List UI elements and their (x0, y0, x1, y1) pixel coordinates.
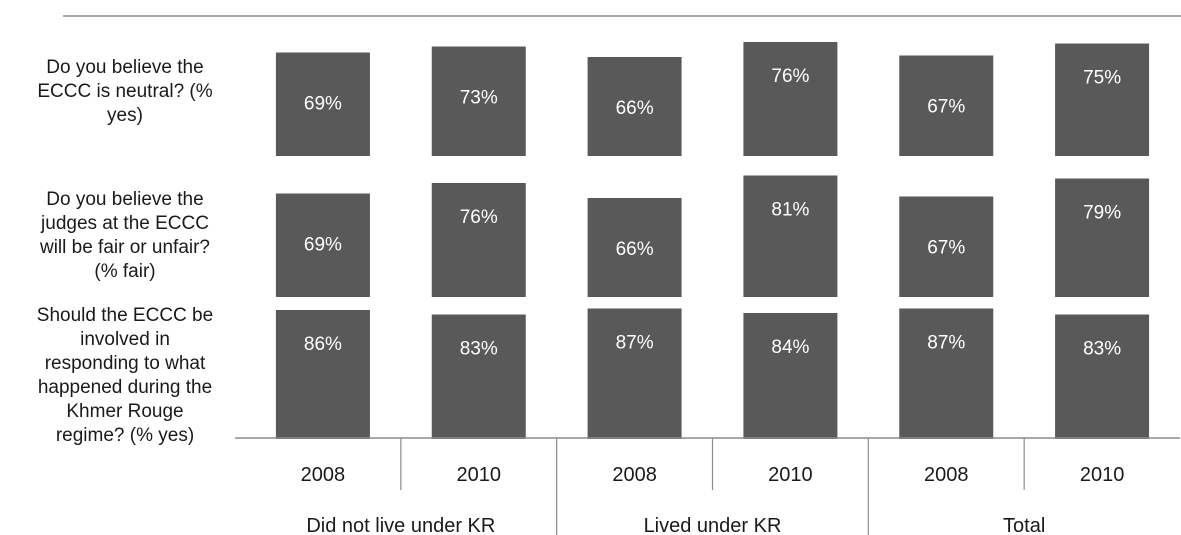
bar (431, 314, 526, 439)
bar-value-label: 83% (1083, 339, 1121, 360)
x-group-label: Total (1003, 515, 1045, 535)
bar (275, 193, 370, 297)
bar (743, 175, 838, 297)
bar (275, 310, 370, 439)
x-tick-label: 2010 (1080, 464, 1125, 486)
bar-value-label: 76% (460, 207, 498, 228)
bar-value-label: 66% (616, 239, 654, 260)
row-label-line: regime? (% yes) (56, 425, 194, 446)
row-label-line: yes) (107, 105, 143, 126)
bar-value-label: 83% (460, 339, 498, 360)
row-label-line: Do you believe the (46, 57, 203, 78)
x-tick-label: 2008 (924, 464, 969, 486)
x-group-label: Did not live under KR (306, 515, 495, 535)
bar (743, 313, 838, 439)
bar (431, 183, 526, 297)
bar-value-label: 81% (771, 200, 809, 221)
bar (1055, 43, 1150, 156)
bar (431, 46, 526, 156)
bar-value-label: 67% (927, 97, 965, 118)
bar (275, 52, 370, 156)
bar-value-label: 69% (304, 94, 342, 115)
bar-value-label: 76% (771, 66, 809, 87)
row-label-line: will be fair or unfair? (39, 237, 210, 258)
bar (899, 308, 994, 439)
bar-value-label: 87% (927, 333, 965, 354)
row-label-line: Do you believe the (46, 189, 203, 210)
bar (587, 57, 682, 156)
row-label-line: involved in (80, 329, 170, 350)
row-label-line: Khmer Rouge (66, 401, 183, 422)
row-label-line: (% fair) (94, 261, 155, 282)
bar (743, 42, 838, 156)
row-label-line: Should the ECCC be (37, 305, 213, 326)
bar (899, 55, 994, 156)
bar-value-label: 84% (771, 337, 809, 358)
bar (1055, 178, 1150, 297)
row-label-line: ECCC is neutral? (% (37, 81, 212, 102)
row-label-line: judges at the ECCC (40, 213, 209, 234)
x-tick-label: 2010 (768, 464, 813, 486)
bar-value-label: 67% (927, 238, 965, 259)
bar (587, 198, 682, 297)
row-label-line: happened during the (38, 377, 212, 398)
bar-value-label: 66% (616, 98, 654, 119)
bar-value-label: 87% (616, 333, 654, 354)
x-tick-label: 2008 (612, 464, 657, 486)
bar-value-label: 86% (304, 334, 342, 355)
bar (587, 308, 682, 439)
x-tick-label: 2010 (457, 464, 502, 486)
bar-value-label: 79% (1083, 203, 1121, 224)
bar (1055, 314, 1150, 439)
bar (899, 196, 994, 297)
x-group-label: Lived under KR (644, 515, 782, 535)
bar-value-label: 75% (1083, 68, 1121, 89)
x-tick-label: 2008 (301, 464, 346, 486)
bar-value-label: 73% (460, 88, 498, 109)
bar-value-label: 69% (304, 235, 342, 256)
row-label-line: responding to what (45, 353, 206, 374)
